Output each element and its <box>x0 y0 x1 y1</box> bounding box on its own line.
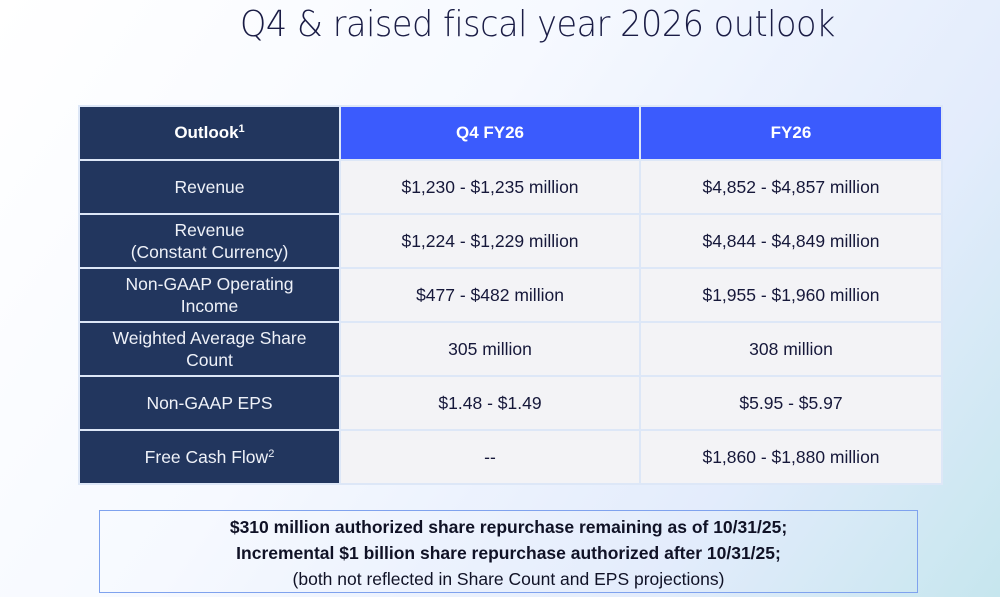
table-row: Revenue $1,230 - $1,235 million $4,852 - $… <box>78 159 943 215</box>
table-row: Free Cash Flow2 -- $1,860 - $1,880 million <box>78 429 943 485</box>
table-row: Revenue (Constant Currency) $1,224 - $1,2… <box>78 213 943 269</box>
q4-fy26-value: $477 - $482 million <box>339 267 641 323</box>
page-title: Q4 & raised fiscal year 2026 outlook <box>240 4 835 45</box>
row-label-text: Free Cash Flow <box>144 447 269 467</box>
fy26-value: 308 million <box>639 321 943 377</box>
q4-fy26-value: -- <box>339 429 641 485</box>
table-header-row: Outlook1 Q4 FY26 FY26 <box>78 105 943 161</box>
fy26-value: $4,844 - $4,849 million <box>639 213 943 269</box>
row-label: Revenue (Constant Currency) <box>78 213 341 269</box>
row-label-text: Revenue <box>174 177 245 197</box>
row-label: Non-GAAP Operating Income <box>78 267 341 323</box>
fy26-value: $5.95 - $5.97 <box>639 375 943 431</box>
fy26-value: $1,860 - $1,880 million <box>639 429 943 485</box>
share-repurchase-note: $310 million authorized share repurchase… <box>99 510 918 593</box>
table-row: Weighted Average Share Count 305 million 3… <box>78 321 943 377</box>
header-fy26: FY26 <box>639 105 943 161</box>
table-row: Non-GAAP Operating Income $477 - $482 mil… <box>78 267 943 323</box>
q4-fy26-value: $1,230 - $1,235 million <box>339 159 641 215</box>
row-label: Revenue <box>78 159 341 215</box>
note-line-2: Incremental $1 billion share repurchase … <box>236 543 781 563</box>
row-label: Free Cash Flow2 <box>78 429 341 485</box>
row-label-text: Revenue (Constant Currency) <box>130 220 289 262</box>
note-line-3: (both not reflected in Share Count and E… <box>292 569 725 589</box>
row-label-text: Weighted Average Share Count <box>112 328 307 370</box>
table-row: Non-GAAP EPS $1.48 - $1.49 $5.95 - $5.97 <box>78 375 943 431</box>
q4-fy26-value: $1,224 - $1,229 million <box>339 213 641 269</box>
q4-fy26-value: 305 million <box>339 321 641 377</box>
header-outlook: Outlook1 <box>78 105 341 161</box>
outlook-table: Outlook1 Q4 FY26 FY26 Revenue $1,230 - $1… <box>78 105 943 485</box>
header-outlook-label: Outlook <box>174 123 239 142</box>
note-line-1: $310 million authorized share repurchase… <box>229 517 788 537</box>
row-label: Non-GAAP EPS <box>78 375 341 431</box>
fy26-value: $4,852 - $4,857 million <box>639 159 943 215</box>
row-label-text: Non-GAAP Operating Income <box>125 274 294 316</box>
footnote-marker: 1 <box>238 123 245 135</box>
footnote-marker: 2 <box>268 448 275 460</box>
row-label: Weighted Average Share Count <box>78 321 341 377</box>
row-label-text: Non-GAAP EPS <box>146 393 273 413</box>
q4-fy26-value: $1.48 - $1.49 <box>339 375 641 431</box>
fy26-value: $1,955 - $1,960 million <box>639 267 943 323</box>
header-q4-fy26: Q4 FY26 <box>339 105 641 161</box>
